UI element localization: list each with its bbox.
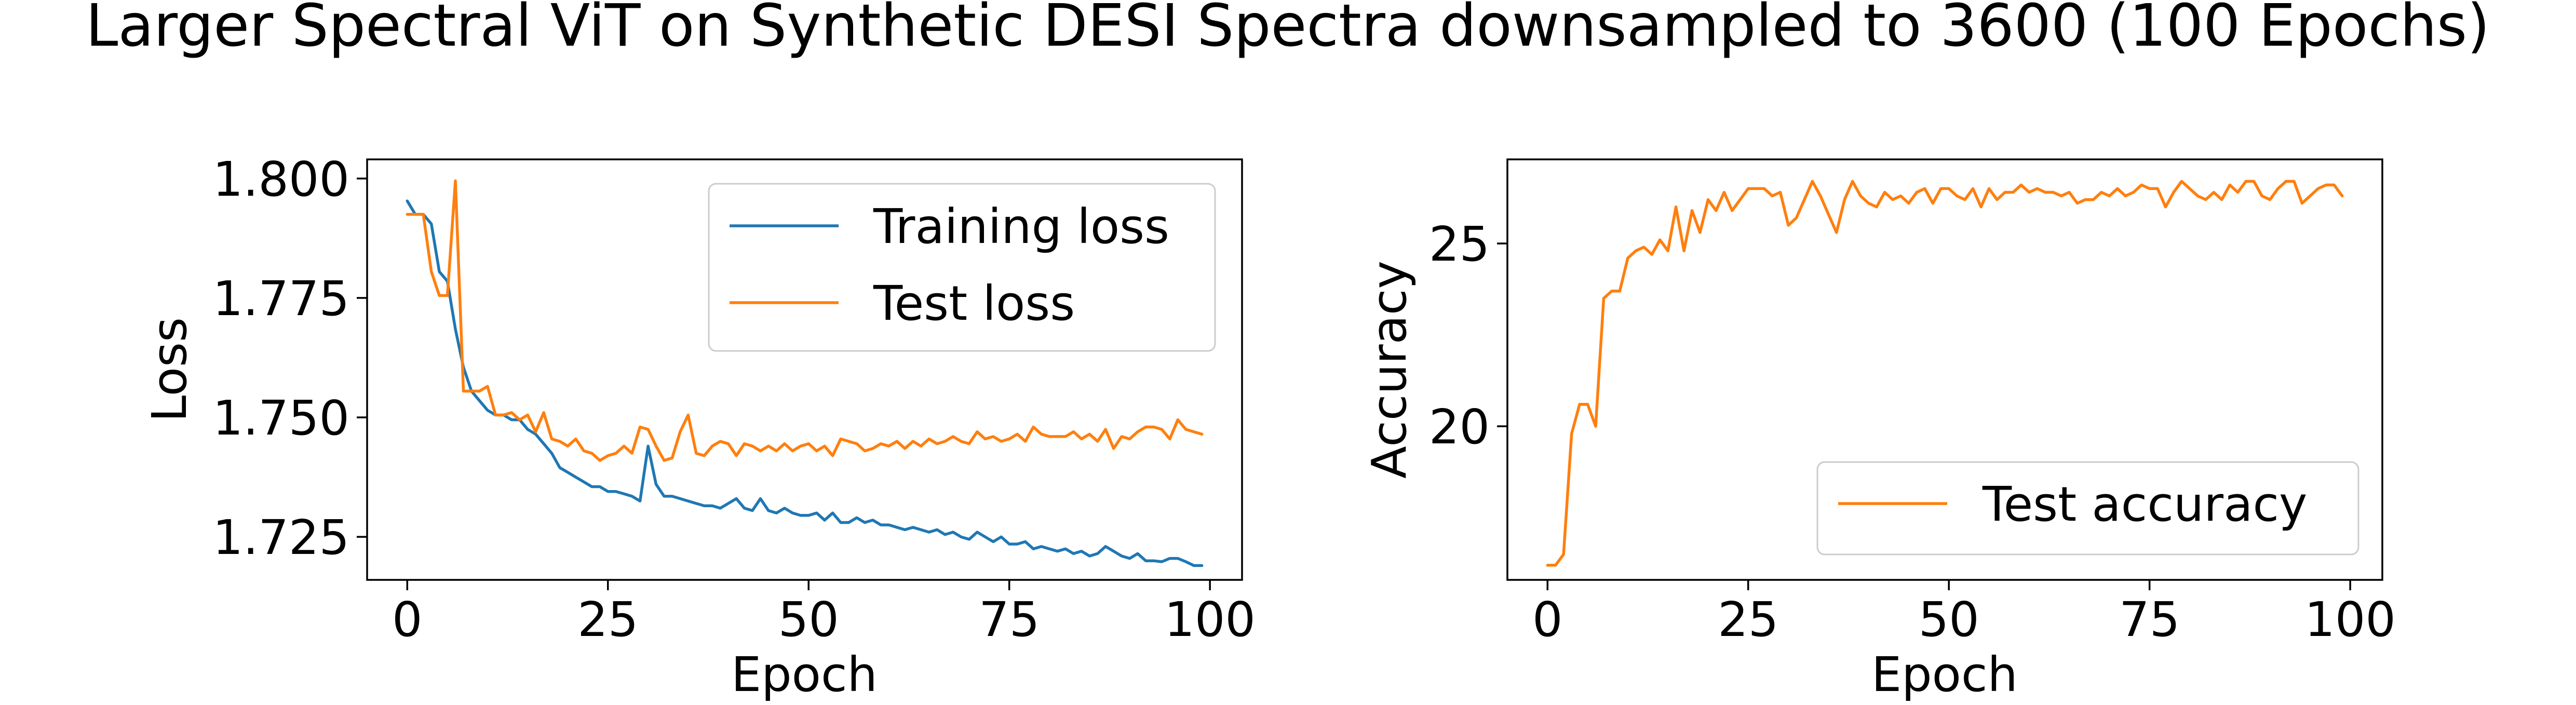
acc-y-tick-label: 25 — [1429, 216, 1490, 272]
loss-legend: Training loss Test loss — [708, 183, 1216, 352]
loss-series-group — [406, 179, 1204, 567]
accuracy-legend-box — [1816, 461, 2359, 555]
acc-x-tick-label: 25 — [1718, 592, 1778, 647]
loss-y-axis: 1.725 1.750 1.775 1.800 — [213, 152, 367, 565]
loss-x-tick-label: 100 — [1164, 592, 1256, 647]
accuracy-y-axis-label: Accuracy — [1361, 261, 1417, 479]
accuracy-series-group — [1546, 180, 2344, 567]
acc-series-line-test-accuracy — [1546, 180, 2344, 567]
loss-x-tick-label: 75 — [979, 592, 1040, 647]
figure-title: Larger Spectral ViT on Synthetic DESI Sp… — [86, 0, 2490, 60]
acc-x-tick-label: 50 — [1919, 592, 1979, 647]
accuracy-x-axis-label: Epoch — [1871, 647, 2018, 702]
loss-x-axis-label: Epoch — [731, 647, 878, 702]
accuracy-x-axis: 0 25 50 75 100 — [1532, 580, 2396, 647]
acc-x-tick-label: 0 — [1532, 592, 1563, 647]
loss-chart: 0 25 50 75 100 1.725 1.750 1.775 1.800 Epoch Lo… — [142, 152, 1256, 702]
loss-x-tick-label: 0 — [392, 592, 423, 647]
accuracy-legend: Test accuracy — [1816, 461, 2359, 555]
loss-y-tick-label: 1.775 — [213, 271, 349, 327]
accuracy-plot-frame — [1506, 158, 2383, 581]
loss-legend-label-test: Test loss — [873, 276, 1075, 331]
loss-legend-label-training: Training loss — [873, 199, 1169, 254]
loss-x-axis: 0 25 50 75 100 — [392, 580, 1256, 647]
loss-x-tick-label: 50 — [778, 592, 839, 647]
loss-plot-frame — [366, 158, 1243, 581]
loss-x-tick-label: 25 — [577, 592, 638, 647]
loss-y-tick-label: 1.725 — [213, 510, 349, 565]
loss-y-tick-label: 1.800 — [213, 152, 349, 207]
acc-y-tick-label: 20 — [1429, 399, 1490, 455]
acc-x-tick-label: 100 — [2304, 592, 2396, 647]
loss-series-line-test-loss — [406, 179, 1204, 462]
loss-y-axis-label: Loss — [142, 317, 197, 422]
loss-series-line-training-loss — [406, 199, 1204, 567]
accuracy-legend-label-test: Test accuracy — [1982, 477, 2308, 532]
loss-y-tick-label: 1.750 — [213, 390, 349, 446]
acc-x-tick-label: 75 — [2119, 592, 2180, 647]
